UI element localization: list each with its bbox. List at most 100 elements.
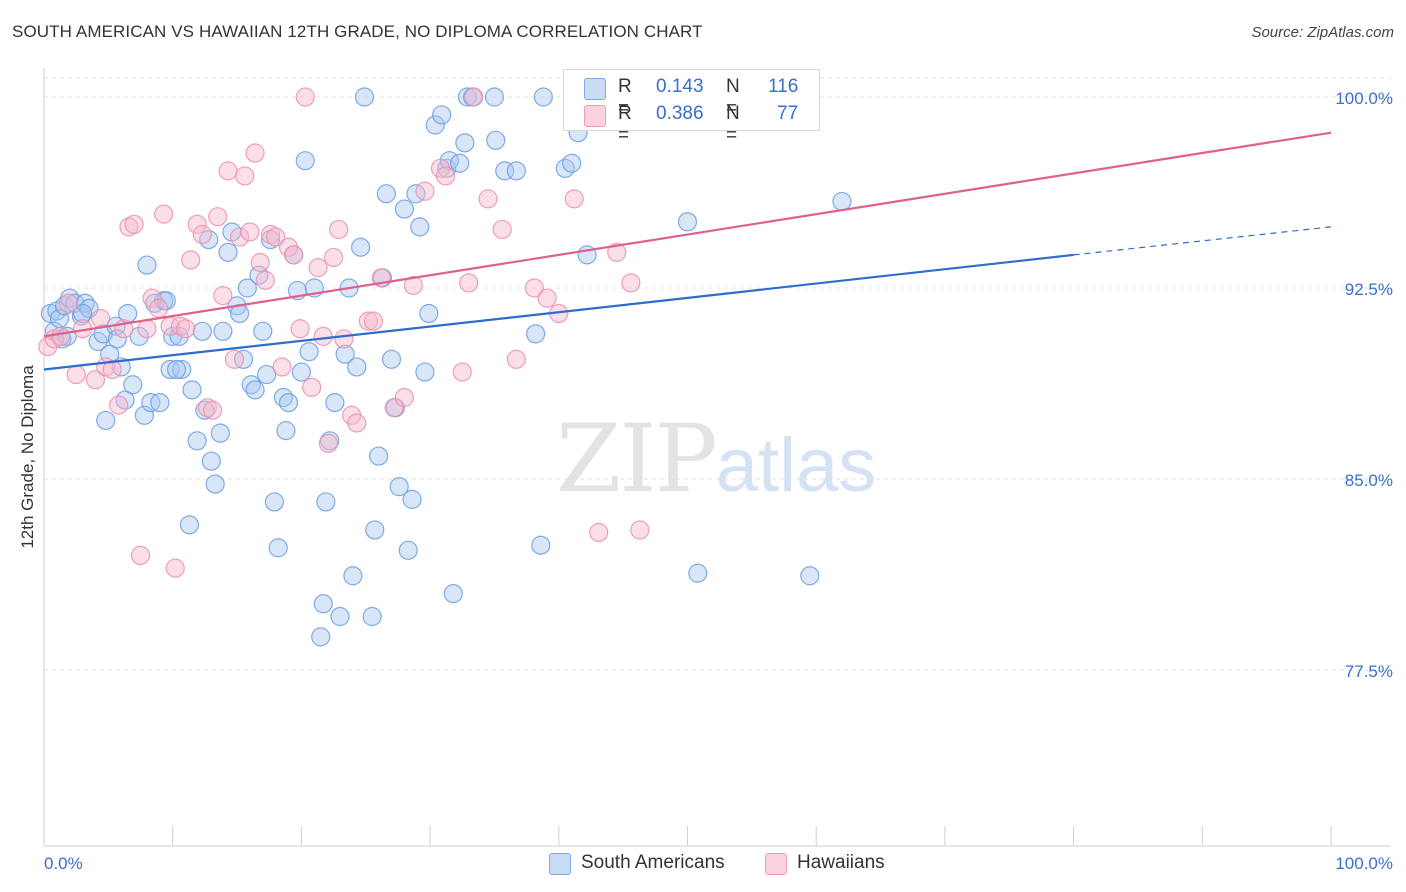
south-americans-point: [156, 291, 176, 311]
hawaiians-point: [148, 298, 169, 318]
y-axis-label: 12th Grade, No Diploma: [18, 365, 37, 549]
chart-source: Source: ZipAtlas.com: [1251, 24, 1394, 41]
hawaiians-point: [478, 189, 498, 209]
stats-n-value: 116: [768, 76, 799, 97]
hawaiians-point: [224, 349, 245, 369]
south-americans-point: [278, 393, 299, 413]
hawaiians-point: [290, 319, 310, 339]
hawaiians-point: [308, 258, 328, 278]
south-americans-point: [179, 515, 200, 535]
south-americans-point: [484, 87, 505, 107]
legend-swatch-blue: [549, 853, 571, 875]
watermark-part2: atlas: [715, 423, 877, 508]
south-americans-point: [677, 212, 698, 232]
south-americans-point: [268, 538, 288, 558]
hawaiians-point: [175, 319, 196, 339]
hawaiians-point: [318, 433, 339, 453]
south-americans-point: [311, 627, 331, 647]
hawaiians-point: [589, 522, 609, 543]
hawaiians-point: [230, 227, 250, 247]
stats-n-label: N =: [726, 103, 740, 146]
south-americans-point: [354, 87, 375, 107]
hawaiians-point: [630, 520, 650, 540]
hawaiians-point: [266, 227, 286, 247]
south-americans-point: [402, 489, 422, 509]
south-americans-point: [195, 400, 215, 420]
chart-title: SOUTH AMERICAN VS HAWAIIAN 12TH GRADE, N…: [12, 22, 703, 41]
south-americans-point: [172, 359, 192, 380]
legend-swatch-pink: [765, 853, 787, 875]
hawaiians-point: [245, 143, 265, 163]
hawaiians-point: [358, 311, 378, 331]
hawaiians-point: [284, 245, 304, 265]
south-americans-point: [343, 566, 363, 586]
south-americans-point: [115, 390, 135, 410]
south-americans-point: [123, 375, 143, 395]
south-americans-point: [273, 387, 293, 408]
south-americans-point: [73, 303, 93, 324]
south-americans-point: [432, 105, 452, 125]
south-americans-point: [562, 153, 582, 173]
south-americans-point: [437, 158, 457, 178]
hawaiians-point: [492, 219, 512, 240]
hawaiians-point: [124, 214, 144, 234]
hawaiians-point: [202, 400, 223, 420]
hawaiians-point: [154, 204, 174, 224]
south-americans-point: [210, 423, 230, 443]
hawaiians-point: [452, 362, 472, 382]
hawaiians-point: [119, 217, 139, 237]
hawaiians-point: [524, 278, 544, 298]
x-tick-label: 0.0%: [44, 854, 83, 873]
south-americans-point: [365, 520, 385, 540]
south-americans-point: [486, 130, 506, 150]
hawaiians-point: [255, 270, 275, 290]
south-americans-point: [347, 357, 367, 377]
south-americans-point: [276, 421, 296, 441]
hawaiians-point: [58, 293, 79, 313]
south-americans-point: [410, 217, 430, 237]
hawaiians-point: [181, 250, 201, 270]
stats-swatch-pink: [584, 105, 606, 127]
south-americans-trend-line: [43, 253, 1074, 371]
south-americans-point: [257, 364, 277, 385]
hawaiians-point: [329, 219, 349, 240]
south-americans-point: [295, 151, 315, 171]
south-americans-point: [330, 606, 350, 627]
hawaiians-point: [260, 224, 281, 245]
hawaiians-point: [506, 349, 526, 369]
south-americans-point: [832, 191, 852, 212]
hawaiians-point: [272, 357, 292, 377]
hawaiians-point: [313, 326, 333, 346]
south-americans-point: [137, 255, 157, 275]
south-americans-point: [381, 349, 402, 369]
hawaiians-point: [607, 242, 627, 262]
y-tick-label: 100.0%: [1335, 89, 1393, 108]
stats-r-label: R =: [618, 76, 632, 119]
legend-label: Hawaiians: [797, 852, 885, 873]
stats-n-label: N =: [726, 76, 740, 119]
south-americans-point: [313, 594, 333, 614]
hawaiians-point: [142, 288, 162, 308]
hawaiians-trend-line: [43, 131, 1332, 338]
south-americans-point: [398, 540, 418, 560]
hawaiians-point: [218, 161, 238, 181]
hawaiians-point: [109, 395, 129, 415]
y-tick-label: 85.0%: [1345, 471, 1393, 490]
hawaiians-point: [302, 377, 322, 397]
hawaiians-point: [537, 288, 557, 308]
south-americans-point: [389, 477, 409, 497]
south-americans-point: [800, 566, 820, 586]
hawaiians-point: [240, 222, 260, 242]
hawaiians-point: [165, 558, 185, 578]
south-americans-point: [533, 87, 553, 107]
south-americans-point: [376, 184, 396, 204]
hawaiians-point: [564, 189, 584, 209]
hawaiians-point: [137, 319, 157, 339]
south-americans-point: [362, 606, 382, 627]
hawaiians-point: [91, 308, 111, 329]
hawaiians-point: [51, 326, 71, 346]
y-tick-label: 77.5%: [1345, 662, 1393, 681]
south-americans-point: [291, 362, 311, 382]
hawaiians-point: [363, 311, 384, 331]
hawaiians-point: [170, 316, 191, 336]
